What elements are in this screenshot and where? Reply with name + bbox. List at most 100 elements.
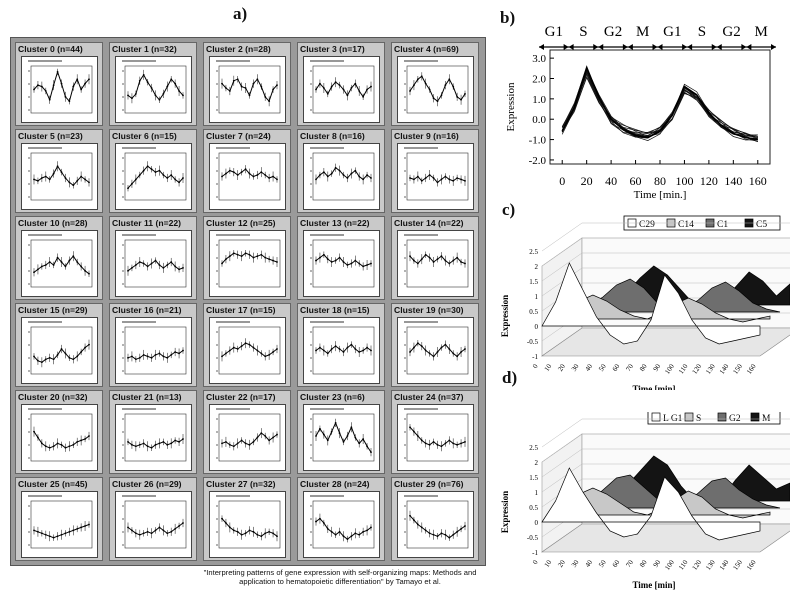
cluster-plot — [115, 56, 192, 123]
cluster-point — [268, 353, 271, 356]
cluster-point — [319, 82, 321, 85]
cluster-title: Cluster 0 (n=44) — [18, 44, 83, 54]
cluster-point — [322, 171, 325, 174]
cluster-point — [260, 171, 263, 174]
cluster-point — [416, 78, 419, 81]
cluster-point — [52, 84, 55, 87]
cluster-line — [315, 421, 372, 453]
cluster-point — [370, 451, 372, 454]
cluster-plot — [115, 491, 192, 558]
cluster-point — [170, 261, 173, 263]
y-tick-label: 2 — [535, 459, 539, 467]
cluster-point — [464, 262, 466, 265]
cluster-title: Cluster 11 (n=22) — [112, 218, 182, 228]
cluster-point — [174, 178, 177, 181]
cluster-axes — [406, 326, 469, 375]
cluster-point — [56, 71, 59, 73]
y-tick-label: 2 — [535, 263, 539, 271]
grid-line — [541, 448, 583, 478]
cluster-point — [60, 261, 63, 263]
cluster-point — [315, 520, 317, 523]
cluster-cell: Cluster 19 (n=30) — [391, 303, 479, 387]
x-tick-label: 130 — [704, 558, 717, 572]
cluster-plot — [303, 230, 380, 297]
cluster-point — [64, 532, 67, 535]
legend-swatch — [684, 412, 694, 422]
cluster-point — [182, 177, 184, 179]
cluster-point — [127, 526, 129, 529]
cluster-point — [413, 430, 415, 433]
cluster-point — [162, 174, 165, 176]
cluster-point — [88, 181, 90, 184]
cluster-plot-svg — [216, 60, 281, 114]
cluster-point — [138, 356, 141, 359]
x-tick-label: 0 — [559, 174, 565, 188]
cluster-point — [319, 256, 321, 259]
cluster-plot — [209, 143, 286, 210]
cluster-point — [146, 265, 149, 268]
cluster-cell: Cluster 11 (n=22) — [109, 216, 197, 300]
cluster-point — [424, 529, 427, 532]
cluster-plot — [209, 56, 286, 123]
x-axis-title: Time [min] — [632, 384, 675, 390]
phase-label: G1 — [663, 24, 681, 40]
cluster-point — [362, 265, 365, 268]
x-tick-label: 100 — [675, 174, 693, 188]
cluster-point — [346, 94, 349, 97]
cluster-axes — [218, 152, 281, 201]
cluster-point — [452, 85, 455, 88]
legend-label: C1 — [717, 220, 728, 230]
cluster-point — [64, 265, 67, 268]
cluster-point — [158, 526, 161, 529]
cluster-point — [37, 268, 39, 271]
cluster-plot — [397, 404, 474, 471]
grid-line — [541, 433, 583, 463]
cluster-point — [342, 88, 345, 91]
cluster-point — [452, 259, 455, 262]
cluster-point — [52, 172, 55, 175]
phase-arrow-head — [622, 44, 628, 50]
cluster-point — [232, 79, 235, 82]
cluster-point — [264, 532, 267, 535]
cluster-plot-svg — [28, 321, 93, 375]
y-tick-label: -1.0 — [529, 135, 547, 147]
x-tick-label: 30 — [570, 362, 581, 373]
cluster-point — [334, 81, 337, 84]
phase-arrow-head — [687, 44, 693, 50]
cluster-point — [150, 87, 153, 89]
cluster-plot-svg — [216, 321, 281, 375]
cluster-title: Cluster 8 (n=16) — [300, 131, 365, 141]
cluster-axes — [124, 326, 187, 375]
x-tick-label: 40 — [584, 558, 595, 569]
cluster-point — [232, 252, 235, 255]
series-area — [541, 467, 761, 541]
cluster-point — [366, 264, 368, 266]
cluster-axes — [124, 239, 187, 288]
legend-label: C14 — [678, 220, 694, 230]
cluster-point — [460, 527, 462, 530]
cluster-point — [436, 351, 439, 353]
cluster-point — [252, 175, 255, 178]
cluster-point — [272, 532, 274, 535]
cluster-point — [56, 256, 59, 259]
cluster-plot — [397, 491, 474, 558]
cluster-point — [56, 535, 59, 538]
cluster-point — [315, 349, 317, 352]
cluster-plot — [303, 143, 380, 210]
cluster-point — [228, 526, 231, 529]
x-tick-label: 80 — [638, 558, 649, 569]
grid-line — [541, 418, 583, 448]
cluster-point — [76, 78, 79, 81]
cluster-point — [272, 259, 274, 262]
x-tick-label: 50 — [597, 362, 608, 373]
cluster-point — [264, 174, 267, 176]
x-tick-label: 50 — [597, 558, 608, 569]
cluster-point — [182, 438, 184, 440]
cluster-point — [138, 261, 141, 263]
cluster-point — [346, 264, 349, 266]
cluster-point — [276, 261, 278, 263]
cluster-point — [146, 81, 149, 84]
cluster-point — [76, 527, 79, 530]
cluster-point — [162, 440, 165, 443]
cluster-axes — [30, 413, 93, 462]
